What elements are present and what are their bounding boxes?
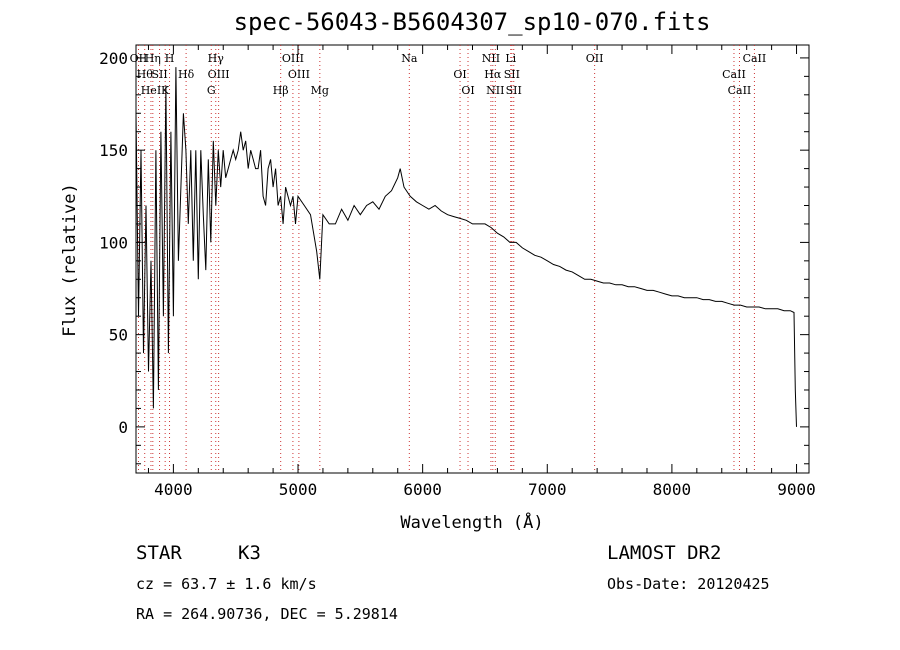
y-axis-label: Flux (relative) — [60, 183, 80, 337]
x-tick-label: 7000 — [528, 480, 567, 499]
y-tick-label: 150 — [99, 141, 128, 160]
y-tick-label: 0 — [118, 418, 128, 437]
line-marker-label: CaII — [728, 84, 752, 97]
survey-name: LAMOST DR2 — [607, 542, 722, 564]
y-axis-ticks: 0 50 100 150 200 — [99, 49, 809, 465]
line-marker-label: OIII — [282, 52, 304, 65]
x-tick-label: 6000 — [403, 480, 442, 499]
x-tick-label: 9000 — [777, 480, 816, 499]
line-marker-label: NII — [486, 84, 504, 97]
line-marker-label: OI — [461, 84, 474, 97]
line-marker-label: CaII — [722, 68, 746, 81]
x-tick-label: 5000 — [279, 480, 318, 499]
line-marker-label: H — [165, 52, 175, 65]
line-marker-label: Hβ — [273, 84, 289, 97]
line-marker-label: Mg — [311, 84, 329, 97]
line-marker-label: Hθ — [137, 68, 154, 81]
line-marker-label: OIII — [208, 68, 230, 81]
object-class: STAR — [136, 542, 182, 564]
chart-title: spec-56043-B5604307_sp10-070.fits — [233, 8, 711, 36]
line-marker-label: Hα — [484, 68, 502, 81]
line-marker-label: SII — [504, 68, 520, 81]
line-marker-label: OII — [586, 52, 604, 65]
x-axis-label: Wavelength (Å) — [400, 511, 543, 533]
x-tick-label: 4000 — [154, 480, 193, 499]
line-marker-label: OIII — [288, 68, 310, 81]
x-axis-ticks: 4000 5000 6000 7000 8000 9000 — [147, 45, 816, 499]
line-marker-label: Hη — [145, 52, 161, 65]
line-marker-label: NII — [482, 52, 500, 65]
line-marker-label: G — [207, 84, 216, 97]
line-marker-label: SII — [506, 84, 522, 97]
spectral-subclass: K3 — [238, 542, 261, 564]
line-marker-label: Li — [505, 52, 516, 65]
x-tick-label: 8000 — [653, 480, 692, 499]
y-tick-label: 100 — [99, 233, 128, 252]
emission-line-labels: OIIHθHeIHηSIIKHHδGHγOIIIHβOIIIOIIIMgNaOI… — [130, 52, 767, 97]
line-marker-label: OI — [453, 68, 466, 81]
plot-frame — [135, 44, 810, 474]
line-marker-label: Hδ — [178, 68, 195, 81]
line-marker-label: Na — [401, 52, 418, 65]
y-tick-label: 200 — [99, 49, 128, 68]
observation-date: Obs-Date: 20120425 — [607, 575, 770, 593]
spectrum-series-line — [135, 67, 797, 427]
y-tick-label: 50 — [109, 326, 128, 345]
line-marker-label: Hγ — [208, 52, 225, 65]
coordinates: RA = 264.90736, DEC = 5.29814 — [136, 605, 398, 623]
line-marker-label: CaII — [743, 52, 767, 65]
emission-line-markers — [137, 45, 755, 473]
line-marker-label: HeI — [141, 84, 161, 97]
line-marker-label: SII — [151, 68, 167, 81]
redshift-value: cz = 63.7 ± 1.6 km/s — [136, 575, 317, 593]
line-marker-label: OII — [130, 52, 148, 65]
